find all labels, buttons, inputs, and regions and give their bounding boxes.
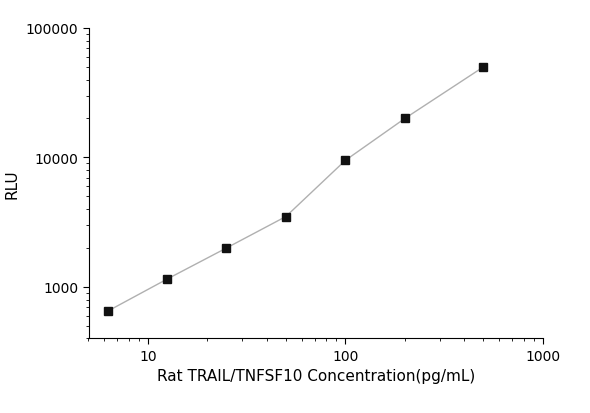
Y-axis label: RLU: RLU xyxy=(5,169,20,199)
X-axis label: Rat TRAIL/TNFSF10 Concentration(pg/mL): Rat TRAIL/TNFSF10 Concentration(pg/mL) xyxy=(156,368,475,384)
